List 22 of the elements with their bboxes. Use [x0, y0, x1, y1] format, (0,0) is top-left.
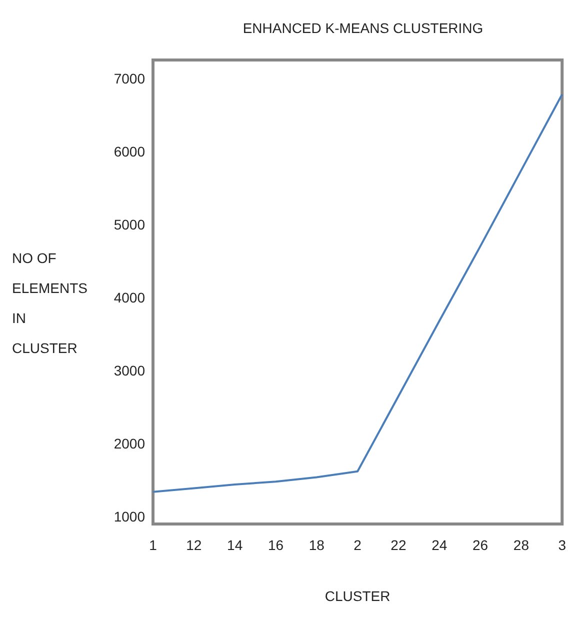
y-tick-label: 2000 [114, 436, 146, 452]
x-tick-label: 28 [513, 537, 530, 553]
x-tick-label: 12 [186, 537, 202, 553]
x-tick-label: 14 [227, 537, 243, 553]
line-series [152, 93, 564, 493]
y-axis-title: NO OF ELEMENTS IN CLUSTER [12, 249, 88, 358]
x-tick-label: 18 [308, 537, 325, 553]
y-tick-label: 1000 [114, 508, 146, 525]
y-tick-label: 6000 [114, 143, 146, 160]
x-tick-label: 22 [390, 537, 406, 553]
x-tick-label: 2 [354, 537, 362, 553]
y-tick-label: 7000 [114, 70, 146, 86]
x-tick-label: 16 [268, 537, 284, 553]
x-tick-label: 24 [432, 537, 448, 553]
x-tick-label: 3 [558, 537, 566, 553]
x-tick-label: 26 [472, 537, 488, 553]
y-tick-label: 4000 [114, 289, 146, 306]
x-tick-label: 1 [149, 537, 158, 553]
chart-title: ENHANCED K-MEANS CLUSTERING [242, 20, 484, 36]
y-tick-label: 5000 [114, 216, 146, 232]
y-tick-label: 3000 [114, 362, 146, 379]
x-axis-title: CLUSTER [324, 588, 390, 604]
